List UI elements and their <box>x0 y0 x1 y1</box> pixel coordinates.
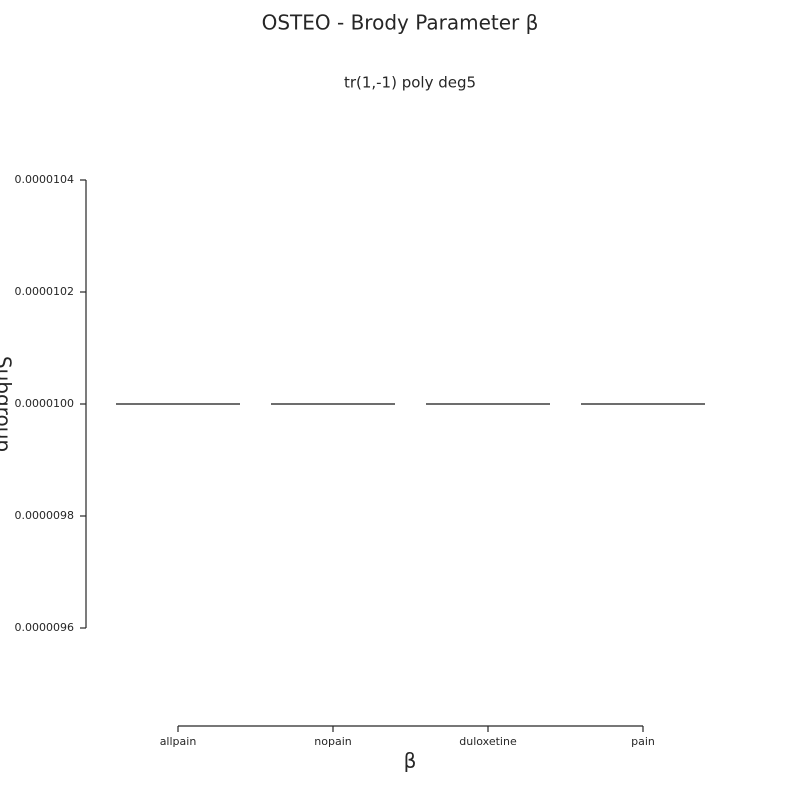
x-tick-label: nopain <box>314 735 351 748</box>
x-tick-label: pain <box>631 735 655 748</box>
y-axis-label: Subgroup <box>0 356 16 452</box>
x-tick-label: allpain <box>160 735 197 748</box>
y-tick-label: 0.0000096 <box>15 621 75 634</box>
x-tick-label: duloxetine <box>459 735 517 748</box>
x-axis-label: β <box>404 749 417 773</box>
chart-title: OSTEO - Brody Parameter β <box>262 11 539 35</box>
y-tick-label: 0.0000098 <box>15 509 75 522</box>
chart-subtitle: tr(1,-1) poly deg5 <box>344 74 476 92</box>
y-tick-label: 0.0000100 <box>15 397 75 410</box>
y-tick-label: 0.0000104 <box>15 173 75 186</box>
y-tick-label: 0.0000102 <box>15 285 75 298</box>
